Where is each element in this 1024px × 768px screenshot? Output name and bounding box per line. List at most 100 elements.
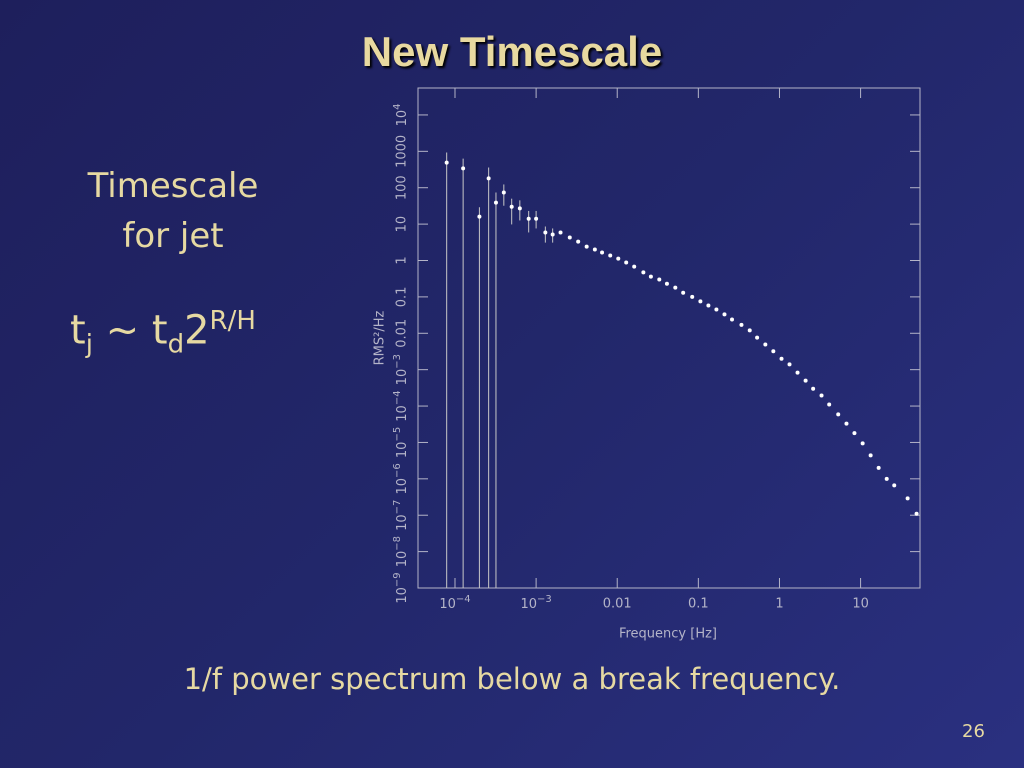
data-point [543, 230, 548, 235]
data-point [706, 303, 711, 308]
data-point [803, 378, 808, 383]
formula-sub: j [85, 329, 93, 360]
x-tick-label: 0.01 [603, 597, 632, 612]
data-point [779, 356, 784, 361]
y-tick-label: 10 [395, 216, 410, 233]
data-point [567, 235, 572, 240]
data-point [876, 465, 881, 470]
x-tick-label: 1 [775, 597, 783, 612]
side-text: Timescale [87, 166, 259, 206]
y-tick-label: 100 [395, 175, 410, 200]
tick-exponent: −6 [392, 463, 403, 478]
data-point [690, 294, 695, 299]
data-point [771, 349, 776, 354]
tick-base: 10 [395, 587, 410, 604]
page-number: 26 [962, 721, 985, 742]
data-point [534, 216, 539, 221]
x-tick-label: 10 [852, 597, 869, 612]
tick-base: 10 [395, 405, 410, 422]
y-tick-label: 1 [395, 256, 410, 264]
tick-exponent: −7 [392, 500, 403, 515]
x-tick-label: 10−4 [439, 594, 470, 612]
data-point [576, 239, 581, 244]
formula-sup: R/H [209, 306, 256, 336]
y-tick-label: 0.01 [395, 319, 410, 348]
data-point [844, 421, 849, 426]
data-point [868, 453, 873, 458]
data-point [584, 244, 589, 249]
tick-base: 10 [395, 478, 410, 495]
y-tick-label: 10−4 [392, 390, 410, 421]
data-point [461, 166, 466, 171]
data-point [664, 281, 669, 286]
data-point [836, 412, 841, 417]
tick-exponent: 4 [392, 103, 403, 109]
data-point [501, 190, 506, 195]
data-point [698, 299, 703, 304]
formula-part: ~ t [92, 307, 168, 354]
data-point [739, 322, 744, 327]
tick-base: 10 [439, 597, 456, 612]
formula: tj ~ td2R/H [70, 306, 256, 359]
data-point [624, 260, 629, 265]
slide-title: New Timescale [361, 28, 663, 75]
data-point [681, 290, 686, 295]
data-point [592, 247, 597, 252]
tick-base: 10 [395, 442, 410, 459]
data-point [444, 160, 449, 165]
data-point [550, 232, 555, 237]
caption: 1/f power spectrum below a break frequen… [183, 662, 841, 696]
data-point [616, 256, 621, 261]
data-point [509, 204, 514, 209]
x-tick-label: 10−3 [520, 594, 551, 612]
y-tick-label: 10−7 [392, 500, 410, 531]
data-point [811, 386, 816, 391]
tick-exponent: −8 [392, 536, 403, 551]
y-tick-label: 10−8 [392, 536, 410, 567]
data-point [526, 216, 531, 221]
formula-sub: d [167, 329, 185, 360]
data-point [905, 496, 910, 501]
data-point [747, 328, 752, 333]
data-point [657, 277, 662, 282]
x-tick-label: 0.1 [688, 597, 709, 612]
tick-exponent: −5 [392, 427, 403, 442]
tick-base: 10 [395, 110, 410, 127]
side-text: for jet [122, 216, 224, 256]
data-point [763, 342, 768, 347]
y-tick-label: 1000 [395, 135, 410, 168]
data-point [730, 317, 735, 322]
data-point [827, 402, 832, 407]
data-point [673, 285, 678, 290]
y-tick-label: 0.1 [395, 287, 410, 308]
formula-part: t [70, 307, 86, 354]
data-point [486, 176, 491, 181]
data-point [714, 307, 719, 312]
tick-exponent: −9 [392, 572, 403, 587]
tick-exponent: −3 [392, 354, 403, 369]
tick-base: 10 [395, 369, 410, 386]
y-axis-label: RMS²/Hz [373, 310, 388, 365]
tick-base: 10 [520, 597, 537, 612]
data-point [600, 250, 605, 255]
data-point [914, 511, 919, 516]
data-point [755, 335, 760, 340]
y-tick-label: 10−9 [392, 572, 410, 603]
data-point [517, 206, 522, 211]
data-point [608, 253, 613, 258]
data-point [477, 214, 482, 219]
tick-exponent: −3 [537, 594, 552, 605]
data-point [860, 441, 865, 446]
data-point [884, 476, 889, 481]
data-point [632, 264, 637, 269]
y-tick-label: 10−3 [392, 354, 410, 385]
plot-frame [417, 87, 921, 589]
data-point [795, 370, 800, 375]
tick-base: 10 [395, 551, 410, 568]
data-point [558, 230, 563, 235]
data-point [892, 483, 897, 488]
x-axis-label: Frequency [Hz] [619, 627, 717, 642]
data-point [493, 200, 498, 205]
y-tick-label: 10−5 [392, 427, 410, 458]
